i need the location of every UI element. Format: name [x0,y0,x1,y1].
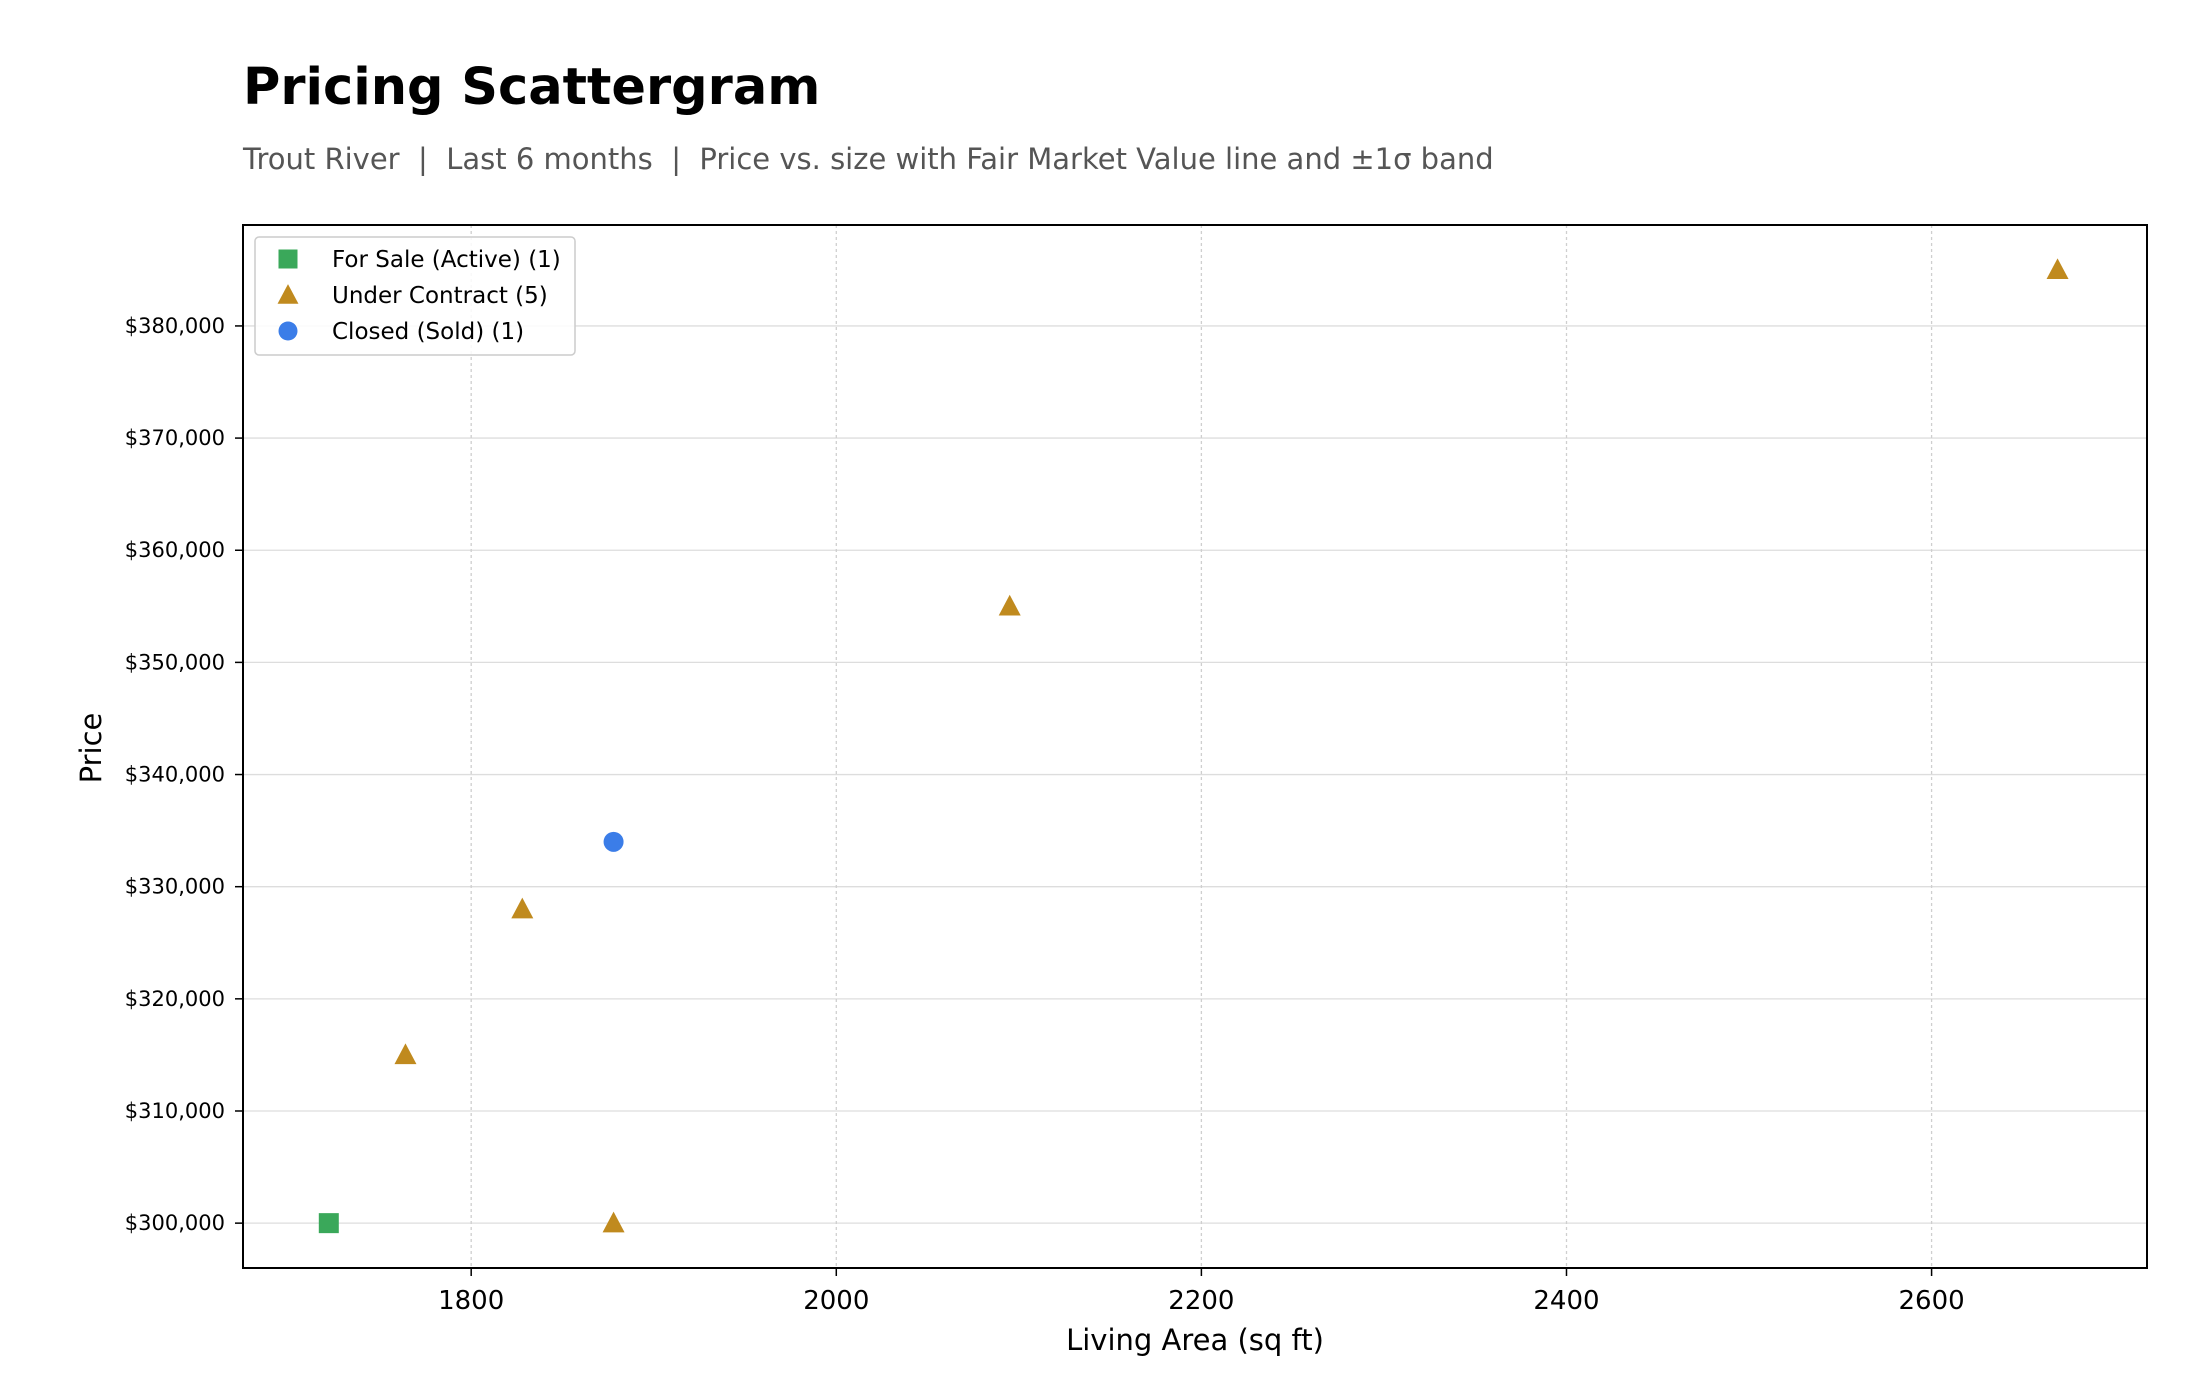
x-tick-label: 2200 [1168,1286,1234,1316]
grid-lines [243,225,2147,1268]
chart-subtitle: Trout River | Last 6 months | Price vs. … [243,142,1494,176]
y-tick-label: $320,000 [125,987,225,1011]
legend-label: Closed (Sold) (1) [332,319,524,345]
y-tick-label: $300,000 [125,1211,225,1235]
legend-marker-triangle [277,284,299,304]
legend-label: Under Contract (5) [332,283,548,309]
triangle-data-point [602,1211,625,1233]
y-tick-label: $360,000 [125,538,225,562]
plot-area-frame [242,224,2148,1269]
square-data-point [318,1213,339,1234]
legend-marker-square [278,249,298,269]
legend-label: For Sale (Active) (1) [332,247,561,273]
x-tick-label: 2400 [1533,1286,1599,1316]
y-axis-label: Price [74,713,108,784]
data-points [318,258,2069,1234]
triangle-data-point [511,897,534,919]
legend-marker-circle [278,321,298,341]
y-tick-label: $310,000 [125,1099,225,1123]
y-tick-label: $350,000 [125,650,225,674]
x-tick-label: 2600 [1899,1286,1965,1316]
legend: For Sale (Active) (1) Under Contract (5) C… [254,236,576,356]
triangle-data-point [2046,258,2069,280]
triangle-data-point [998,594,1021,616]
y-tick-label: $330,000 [125,875,225,899]
triangle-data-point [394,1043,417,1065]
chart-title: Pricing Scattergram [243,58,821,117]
y-tick-label: $370,000 [125,426,225,450]
legend-box [254,236,576,356]
x-axis-label: Living Area (sq ft) [1066,1323,1324,1357]
x-tick-label: 2000 [803,1286,869,1316]
axis-ticks: $300,000 $310,000 $320,000 $330,000 $340,000… [125,314,1965,1316]
y-tick-label: $340,000 [125,763,225,787]
x-tick-label: 1800 [438,1286,504,1316]
y-tick-label: $380,000 [125,314,225,338]
circle-data-point [603,831,624,852]
